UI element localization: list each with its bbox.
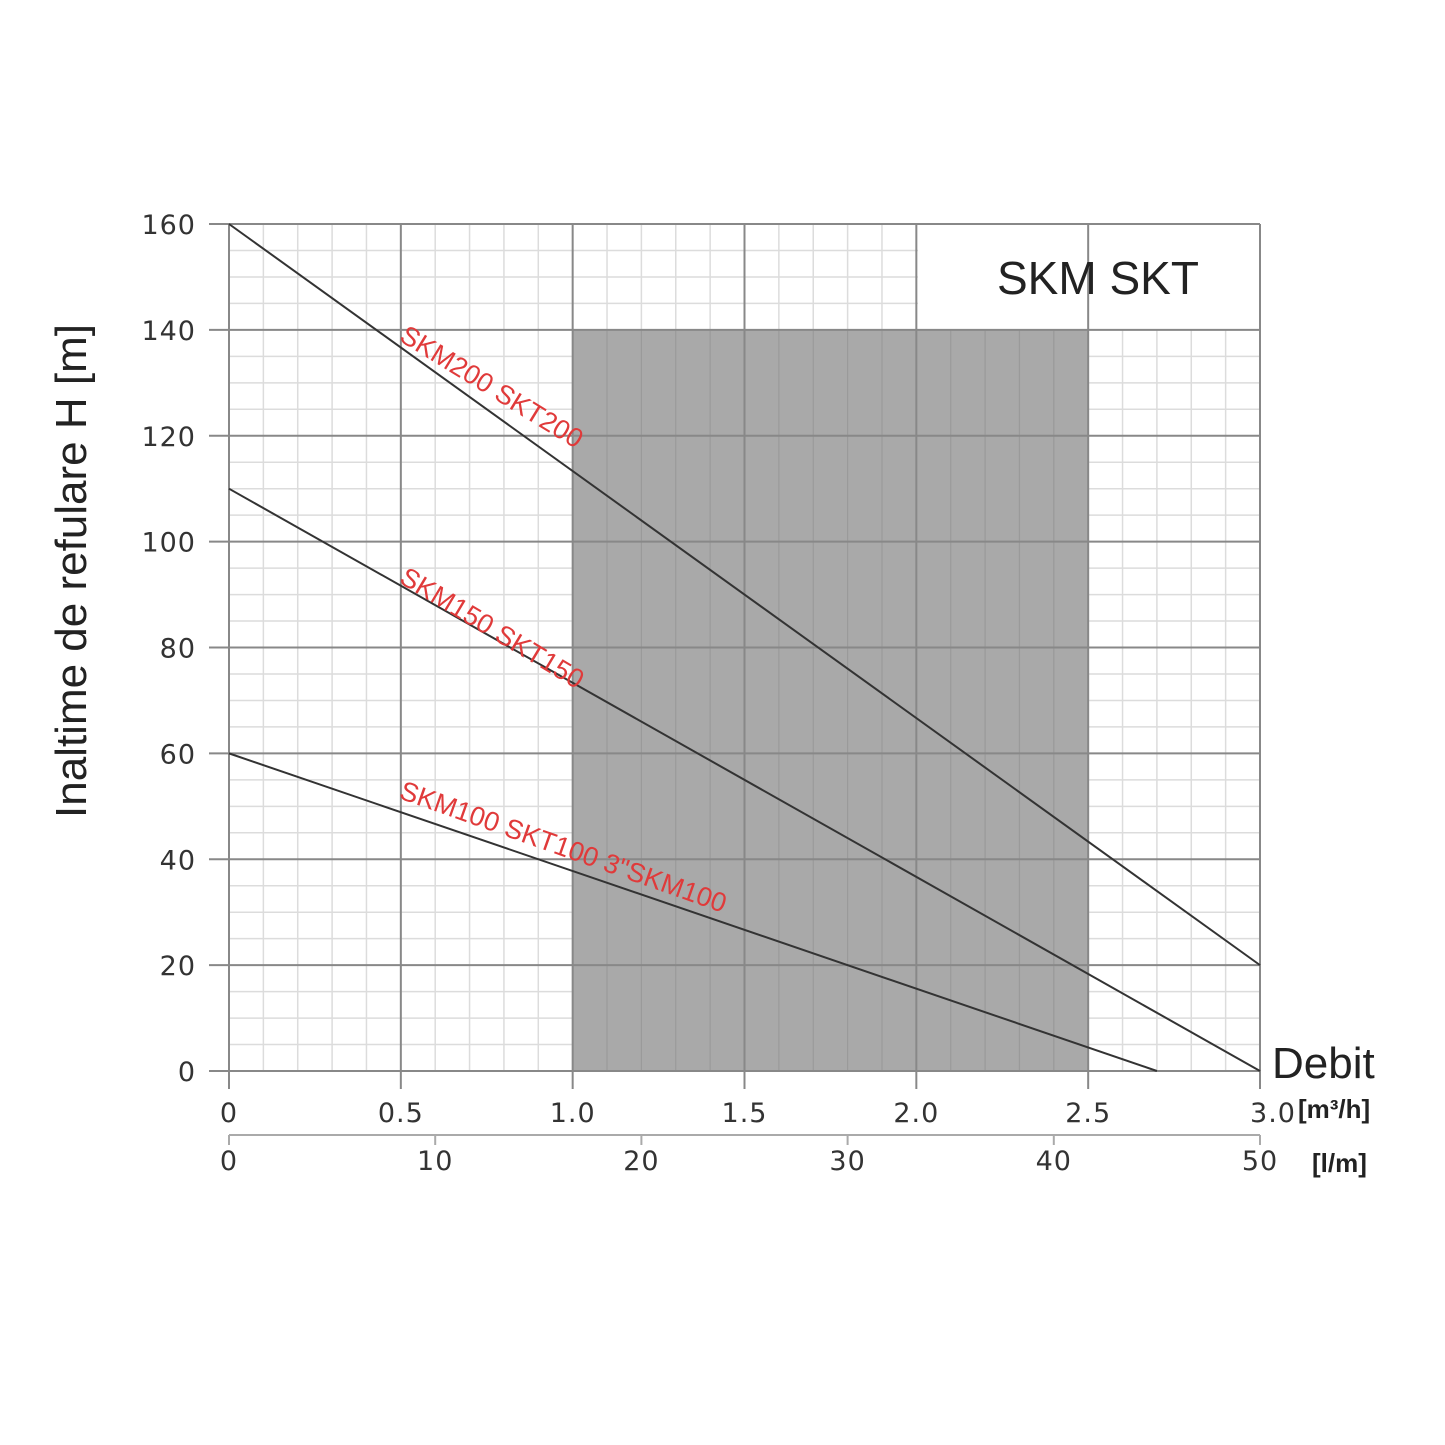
y-tick-label: 80 — [160, 634, 196, 665]
series-label-skm200: SKM200 SKT200 — [395, 320, 589, 455]
x2-tick-label: 20 — [623, 1146, 659, 1177]
x2-tick-label: 40 — [1036, 1146, 1072, 1177]
x-tick-label: 2.0 — [893, 1098, 939, 1129]
x2-tick-label: 50 — [1242, 1146, 1278, 1177]
x-unit-m3h: [m³/h] — [1298, 1094, 1370, 1124]
x2-tick-label: 0 — [220, 1146, 238, 1177]
x-tick-label: 0.5 — [378, 1098, 424, 1129]
x-axis-label: Debit — [1272, 1039, 1375, 1088]
series-line-0 — [228, 223, 1261, 966]
y-axis-label: Inaltime de refulare H [m] — [47, 324, 96, 818]
series-lines — [228, 223, 1261, 1072]
chart-title: SKM SKT — [997, 252, 1199, 304]
operating-range-shade — [572, 329, 1089, 1071]
x-tick-label: 0 — [220, 1098, 238, 1129]
series-line-1 — [228, 487, 1261, 1072]
y-tick-label: 140 — [141, 316, 196, 347]
x2-tick-label: 30 — [829, 1146, 865, 1177]
x-tick-label: 2.5 — [1065, 1098, 1111, 1129]
y-tick-label: 0 — [178, 1057, 196, 1088]
x2-unit-lm: [l/m] — [1312, 1148, 1367, 1178]
major-grid — [209, 223, 1261, 1145]
y-tick-label: 60 — [160, 739, 196, 770]
y-tick-label: 20 — [160, 951, 196, 982]
x-tick-label: 1.0 — [550, 1098, 596, 1129]
x-tick-label: 1.5 — [722, 1098, 768, 1129]
y-tick-label: 40 — [160, 845, 196, 876]
x-tick-label: 3.0 — [1250, 1098, 1296, 1129]
y-tick-label: 160 — [141, 210, 196, 241]
series-line-2 — [228, 752, 1158, 1072]
y-tick-label: 100 — [141, 528, 196, 559]
x2-tick-label: 10 — [417, 1146, 453, 1177]
y-tick-label: 120 — [141, 422, 196, 453]
